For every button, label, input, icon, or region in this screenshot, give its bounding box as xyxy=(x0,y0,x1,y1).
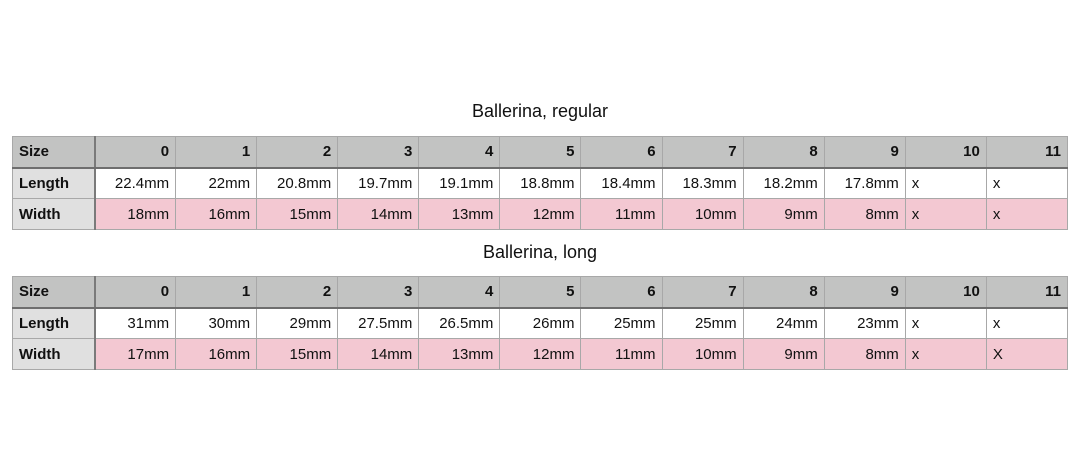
size-header-cell: 9 xyxy=(823,136,906,169)
table-cell: x xyxy=(985,167,1069,199)
table-row-size: Size 0 1 2 3 4 5 6 7 8 9 10 11 xyxy=(12,276,1069,309)
table-cell: 10mm xyxy=(661,198,744,230)
table-cell: 17mm xyxy=(93,338,177,370)
table-cell: X xyxy=(985,338,1069,370)
table-row-size: Size 0 1 2 3 4 5 6 7 8 9 10 11 xyxy=(12,136,1069,169)
table-cell: x xyxy=(904,338,987,370)
size-header-cell: 0 xyxy=(93,276,177,309)
table-cell: 15mm xyxy=(256,198,339,230)
table-cell: 26mm xyxy=(499,307,582,339)
table-cell: x xyxy=(985,198,1069,230)
table-cell: 16mm xyxy=(175,198,258,230)
size-header-cell: 9 xyxy=(823,276,906,309)
size-header-cell: 6 xyxy=(580,136,663,169)
size-header-cell: 2 xyxy=(256,136,339,169)
table-row-length: Length 31mm 30mm 29mm 27.5mm 26.5mm 26mm 25mm 25… xyxy=(12,307,1069,339)
table-row-width: Width 17mm 16mm 15mm 14mm 13mm 12mm 11mm 10mm 9mm… xyxy=(12,338,1069,370)
table-cell: 24mm xyxy=(742,307,825,339)
size-table-long: Size 0 1 2 3 4 5 6 7 8 9 10 11 Length 31mm 30mm 29mm 27.5… xyxy=(12,276,1069,370)
table-cell: 14mm xyxy=(337,338,420,370)
table-cell: 13mm xyxy=(418,198,501,230)
table-cell: 11mm xyxy=(580,338,663,370)
table-cell: 18.8mm xyxy=(499,167,582,199)
table-cell: 22.4mm xyxy=(93,167,177,199)
table-row-width: Width 18mm 16mm 15mm 14mm 13mm 12mm 11mm 10mm 9mm… xyxy=(12,198,1069,230)
table-cell: 17.8mm xyxy=(823,167,906,199)
table-cell: 11mm xyxy=(580,198,663,230)
size-header-cell: 11 xyxy=(985,136,1069,169)
size-header-cell: 7 xyxy=(661,136,744,169)
row-label: Size xyxy=(12,136,96,169)
size-header-cell: 3 xyxy=(337,136,420,169)
table-cell: 8mm xyxy=(823,338,906,370)
table-cell: 18.3mm xyxy=(661,167,744,199)
size-header-cell: 4 xyxy=(418,136,501,169)
size-header-cell: 1 xyxy=(175,136,258,169)
table-cell: 12mm xyxy=(499,198,582,230)
size-table-regular: Size 0 1 2 3 4 5 6 7 8 9 10 11 Length 22.4mm 22mm 20.8mm… xyxy=(12,136,1069,230)
row-label: Length xyxy=(12,307,96,339)
table-cell: 13mm xyxy=(418,338,501,370)
table-cell: x xyxy=(904,307,987,339)
table-cell: 9mm xyxy=(742,198,825,230)
table-cell: x xyxy=(904,167,987,199)
size-header-cell: 3 xyxy=(337,276,420,309)
size-header-cell: 5 xyxy=(499,136,582,169)
table-cell: 15mm xyxy=(256,338,339,370)
table-cell: x xyxy=(985,307,1069,339)
table-title-regular: Ballerina, regular xyxy=(471,101,609,121)
table-cell: 29mm xyxy=(256,307,339,339)
table-title-long: Ballerina, long xyxy=(482,242,598,262)
table-cell: 31mm xyxy=(93,307,177,339)
size-header-cell: 2 xyxy=(256,276,339,309)
table-cell: 19.7mm xyxy=(337,167,420,199)
table-cell: 25mm xyxy=(580,307,663,339)
table-cell: 30mm xyxy=(175,307,258,339)
row-label: Size xyxy=(12,276,96,309)
table-row-length: Length 22.4mm 22mm 20.8mm 19.7mm 19.1mm 18.8mm… xyxy=(12,167,1069,199)
table-cell: 25mm xyxy=(661,307,744,339)
table-cell: 19.1mm xyxy=(418,167,501,199)
table-cell: 10mm xyxy=(661,338,744,370)
table-cell: 22mm xyxy=(175,167,258,199)
size-header-cell: 11 xyxy=(985,276,1069,309)
size-header-cell: 10 xyxy=(904,276,987,309)
table-cell: 18.4mm xyxy=(580,167,663,199)
table-cell: x xyxy=(904,198,987,230)
table-cell: 16mm xyxy=(175,338,258,370)
table-cell: 9mm xyxy=(742,338,825,370)
table-cell: 12mm xyxy=(499,338,582,370)
table-cell: 18mm xyxy=(93,198,177,230)
row-label: Length xyxy=(12,167,96,199)
table-cell: 23mm xyxy=(823,307,906,339)
size-header-cell: 8 xyxy=(742,136,825,169)
table-cell: 26.5mm xyxy=(418,307,501,339)
row-label: Width xyxy=(12,198,96,230)
table-cell: 27.5mm xyxy=(337,307,420,339)
size-header-cell: 1 xyxy=(175,276,258,309)
size-header-cell: 10 xyxy=(904,136,987,169)
size-header-cell: 4 xyxy=(418,276,501,309)
size-header-cell: 0 xyxy=(93,136,177,169)
table-cell: 8mm xyxy=(823,198,906,230)
size-header-cell: 6 xyxy=(580,276,663,309)
size-header-cell: 5 xyxy=(499,276,582,309)
table-cell: 20.8mm xyxy=(256,167,339,199)
table-cell: 18.2mm xyxy=(742,167,825,199)
size-header-cell: 7 xyxy=(661,276,744,309)
size-header-cell: 8 xyxy=(742,276,825,309)
row-label: Width xyxy=(12,338,96,370)
table-cell: 14mm xyxy=(337,198,420,230)
